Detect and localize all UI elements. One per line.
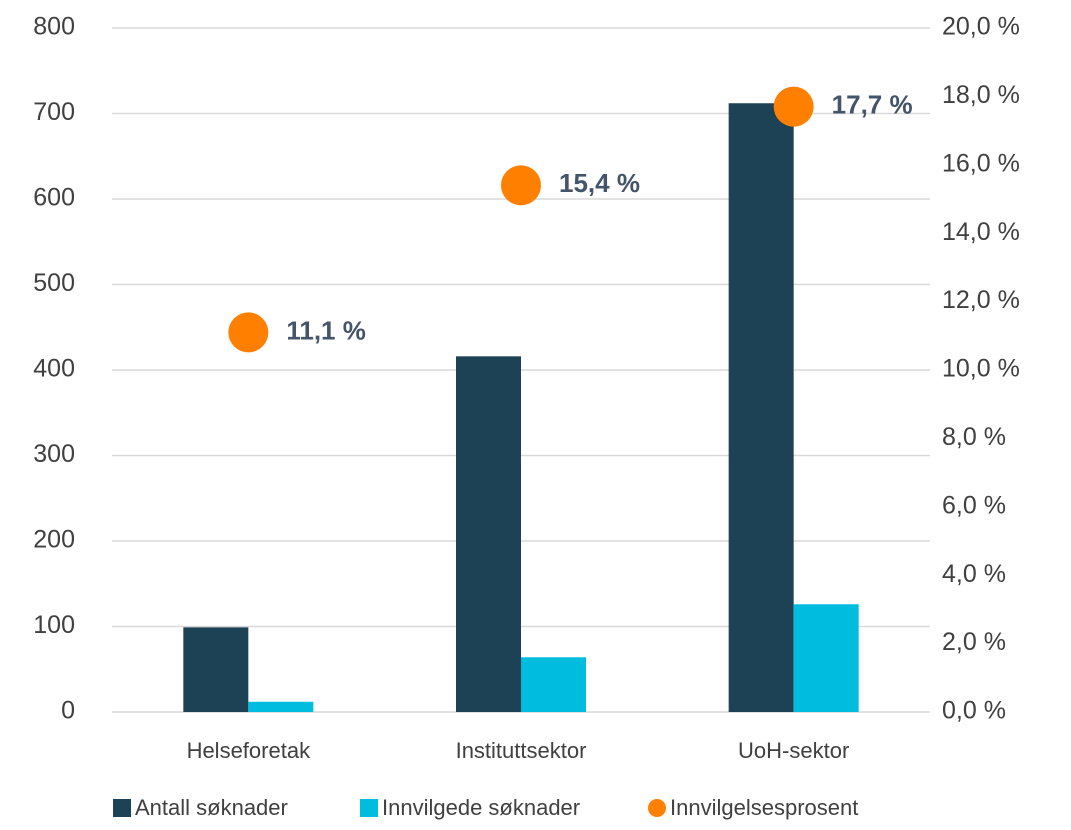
y-tick-label: 200 — [33, 526, 75, 554]
y2-tick-label: 2,0 % — [942, 628, 1006, 656]
y2-tick-label: 6,0 % — [942, 491, 1006, 519]
y-tick-label: 400 — [33, 355, 75, 383]
y2-tick-label: 10,0 % — [942, 355, 1020, 383]
y2-tick-label: 0,0 % — [942, 697, 1006, 725]
y2-tick-label: 4,0 % — [942, 560, 1006, 588]
x-tick-label: Instituttsektor — [456, 738, 587, 763]
legend-marker — [360, 799, 378, 817]
legend-label: Antall søknader — [135, 795, 288, 820]
data-label: 17,7 % — [832, 90, 913, 120]
dot — [773, 86, 814, 127]
x-tick-label: UoH-sektor — [738, 738, 849, 763]
y-tick-label: 0 — [61, 697, 75, 725]
x-tick-label: Helseforetak — [187, 738, 312, 763]
dot — [501, 165, 541, 206]
y2-tick-label: 14,0 % — [942, 218, 1020, 246]
bar — [521, 657, 586, 712]
bar — [248, 701, 314, 712]
y2-tick-label: 20,0 % — [942, 13, 1020, 41]
y-tick-label: 100 — [33, 611, 75, 639]
bar — [183, 627, 249, 712]
bar — [728, 103, 794, 713]
data-label: 11,1 % — [286, 315, 366, 345]
y2-tick-label: 8,0 % — [942, 423, 1006, 451]
y-tick-label: 800 — [33, 13, 75, 41]
dot — [228, 312, 269, 353]
y2-tick-label: 16,0 % — [942, 149, 1020, 177]
y-tick-label: 300 — [33, 440, 75, 468]
legend-marker — [648, 799, 666, 817]
y2-tick-label: 18,0 % — [942, 81, 1020, 109]
bar — [793, 604, 859, 712]
y-tick-label: 500 — [33, 269, 75, 297]
legend-marker — [113, 799, 131, 817]
y-tick-label: 700 — [33, 98, 75, 126]
legend-label: Innvilgede søknader — [382, 795, 580, 820]
y2-tick-label: 12,0 % — [942, 286, 1020, 314]
data-label: 15,4 % — [559, 168, 640, 198]
legend-label: Innvilgelsesprosent — [670, 795, 858, 820]
bar — [456, 356, 521, 712]
y-tick-label: 600 — [33, 184, 75, 212]
